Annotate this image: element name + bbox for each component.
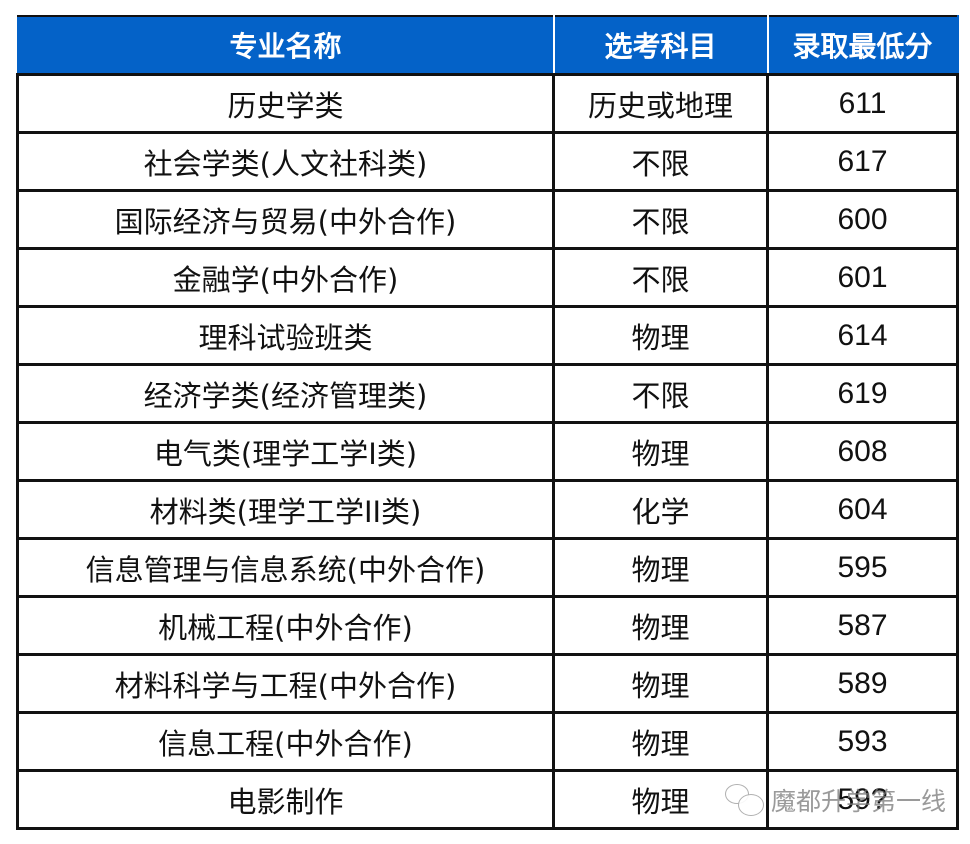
cell-subject: 不限 — [552, 189, 769, 250]
cell-score: 611 — [766, 73, 959, 134]
cell-major: 理科试验班类 — [16, 305, 555, 366]
cell-score: 593 — [766, 711, 959, 772]
table-row: 历史学类 历史或地理 611 — [16, 73, 959, 134]
cell-subject: 历史或地理 — [552, 73, 769, 134]
cell-major: 金融学(中外合作) — [16, 247, 555, 308]
cell-subject: 物理 — [552, 769, 769, 830]
cell-subject: 物理 — [552, 421, 769, 482]
cell-score: 604 — [766, 479, 959, 540]
cell-subject: 物理 — [552, 711, 769, 772]
cell-subject: 物理 — [552, 595, 769, 656]
table-row: 信息管理与信息系统(中外合作) 物理 595 — [16, 537, 959, 598]
cell-score: 617 — [766, 131, 959, 192]
cell-subject: 化学 — [552, 479, 769, 540]
cell-score: 600 — [766, 189, 959, 250]
cell-major: 国际经济与贸易(中外合作) — [16, 189, 555, 250]
cell-major: 社会学类(人文社科类) — [16, 131, 555, 192]
cell-subject: 物理 — [552, 653, 769, 714]
cell-major: 电影制作 — [16, 769, 555, 830]
admission-scores-table: 专业名称 选考科目 录取最低分 历史学类 历史或地理 611 社会学类(人文社科… — [16, 15, 959, 830]
table-row: 理科试验班类 物理 614 — [16, 305, 959, 366]
cell-major: 材料类(理学工学II类) — [16, 479, 555, 540]
cell-subject: 物理 — [552, 305, 769, 366]
table-row: 经济学类(经济管理类) 不限 619 — [16, 363, 959, 424]
cell-major: 经济学类(经济管理类) — [16, 363, 555, 424]
admission-scores-table-container: 专业名称 选考科目 录取最低分 历史学类 历史或地理 611 社会学类(人文社科… — [16, 15, 959, 830]
cell-score: 608 — [766, 421, 959, 482]
header-min-score: 录取最低分 — [766, 15, 959, 76]
cell-major: 信息管理与信息系统(中外合作) — [16, 537, 555, 598]
table-header-row: 专业名称 选考科目 录取最低分 — [16, 15, 959, 76]
table-row: 材料科学与工程(中外合作) 物理 589 — [16, 653, 959, 714]
table-row: 电影制作 物理 59? — [16, 769, 959, 830]
cell-major: 信息工程(中外合作) — [16, 711, 555, 772]
cell-major: 历史学类 — [16, 73, 555, 134]
cell-major: 机械工程(中外合作) — [16, 595, 555, 656]
header-subject: 选考科目 — [552, 15, 769, 76]
cell-score: 601 — [766, 247, 959, 308]
header-major: 专业名称 — [16, 15, 555, 76]
cell-major: 电气类(理学工学I类) — [16, 421, 555, 482]
cell-score: 587 — [766, 595, 959, 656]
cell-score: 59? — [766, 769, 959, 830]
cell-score: 589 — [766, 653, 959, 714]
cell-score: 614 — [766, 305, 959, 366]
cell-major: 材料科学与工程(中外合作) — [16, 653, 555, 714]
cell-score: 595 — [766, 537, 959, 598]
cell-subject: 不限 — [552, 131, 769, 192]
table-row: 社会学类(人文社科类) 不限 617 — [16, 131, 959, 192]
cell-score: 619 — [766, 363, 959, 424]
table-row: 电气类(理学工学I类) 物理 608 — [16, 421, 959, 482]
cell-subject: 不限 — [552, 247, 769, 308]
table-row: 机械工程(中外合作) 物理 587 — [16, 595, 959, 656]
table-row: 信息工程(中外合作) 物理 593 — [16, 711, 959, 772]
table-row: 国际经济与贸易(中外合作) 不限 600 — [16, 189, 959, 250]
table-row: 金融学(中外合作) 不限 601 — [16, 247, 959, 308]
table-row: 材料类(理学工学II类) 化学 604 — [16, 479, 959, 540]
cell-subject: 不限 — [552, 363, 769, 424]
cell-subject: 物理 — [552, 537, 769, 598]
